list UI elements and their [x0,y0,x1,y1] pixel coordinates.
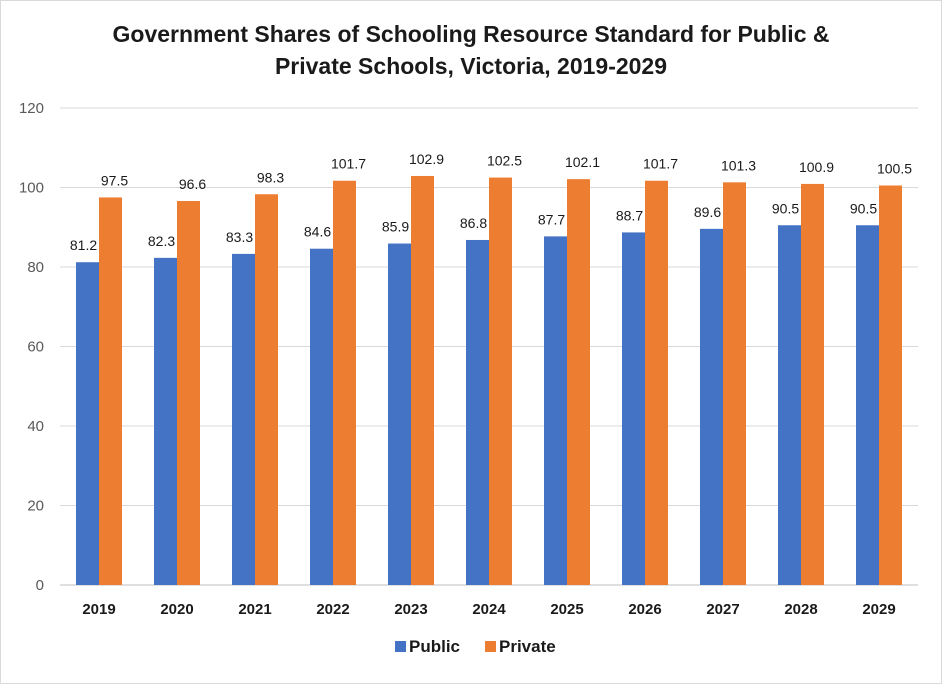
data-label-public: 88.7 [616,207,643,223]
x-tick-label: 2022 [316,601,349,618]
x-tick-label: 2019 [82,601,115,618]
data-label-public: 90.5 [850,200,877,216]
data-label-public: 90.5 [772,200,799,216]
x-axis-ticks: 2019 2020 2021 2022 2023 2024 2025 2026 2027 2028… [82,601,895,618]
x-tick-label: 2021 [238,601,271,618]
data-label-private: 96.6 [179,176,206,192]
chart-title: Government Shares of Schooling Resource … [0,18,942,82]
x-tick-label: 2026 [628,601,661,618]
y-axis-ticks: 0 20 40 60 80 100 120 [19,100,44,594]
legend: Public Private [395,637,556,656]
legend-label-public: Public [409,637,460,656]
data-label-private: 100.9 [799,159,834,175]
legend-swatch-private [485,641,496,652]
x-tick-label: 2023 [394,601,427,618]
bar-public [76,262,99,585]
data-label-private: 100.5 [877,161,912,177]
data-labels: 81.2 97.5 82.3 96.6 83.3 98.3 84.6 101.7 85.9 102… [70,151,912,253]
bar-private [645,180,668,585]
bar-private [177,201,200,585]
x-tick-label: 2029 [862,601,895,618]
bar-public [700,228,723,585]
chart-title-line-2: Private Schools, Victoria, 2019-2029 [274,53,668,79]
bar-public [778,225,801,585]
y-tick-label: 80 [27,259,44,276]
x-tick-label: 2027 [706,601,739,618]
y-tick-label: 100 [19,180,44,197]
bar-public [856,225,879,585]
data-label-private: 102.5 [487,153,522,169]
data-label-private: 102.1 [565,154,600,170]
data-label-private: 101.7 [643,156,678,172]
data-label-private: 97.5 [101,172,128,188]
bar-private [333,180,356,585]
bar-private [567,179,590,585]
data-label-private: 102.9 [409,151,444,167]
x-tick-label: 2028 [784,601,817,618]
data-label-private: 101.3 [721,157,756,173]
y-tick-label: 60 [27,339,44,356]
bar-public [310,248,333,585]
bars [76,175,902,586]
bar-public [388,243,411,586]
data-label-public: 85.9 [382,219,409,235]
bar-private [99,197,122,585]
chart-title-line-1: Government Shares of Schooling Resource … [112,21,830,47]
bar-public [622,232,645,586]
bar-private [411,175,434,585]
bar-public [544,236,567,585]
bar-public [232,253,255,585]
data-label-private: 98.3 [257,169,284,185]
y-tick-label: 0 [36,577,44,594]
y-tick-label: 120 [19,100,44,117]
data-label-public: 89.6 [694,204,721,220]
x-tick-label: 2024 [472,601,506,618]
data-label-private: 101.7 [331,156,366,172]
data-label-public: 86.8 [460,215,487,231]
data-label-public: 82.3 [148,233,175,249]
data-label-public: 83.3 [226,229,253,245]
x-tick-label: 2020 [160,601,193,618]
y-tick-label: 40 [27,418,44,435]
bar-private [801,183,824,586]
legend-swatch-public [395,641,406,652]
bar-public [154,257,177,585]
bar-private [723,182,746,585]
y-tick-label: 20 [27,498,44,515]
data-label-public: 87.7 [538,211,565,227]
data-label-public: 84.6 [304,224,331,240]
bar-private [255,194,278,585]
legend-label-private: Private [499,637,556,656]
x-tick-label: 2025 [550,601,583,618]
bar-private [489,177,512,585]
bar-private [879,185,902,585]
data-label-public: 81.2 [70,237,97,253]
bar-public [466,239,489,585]
